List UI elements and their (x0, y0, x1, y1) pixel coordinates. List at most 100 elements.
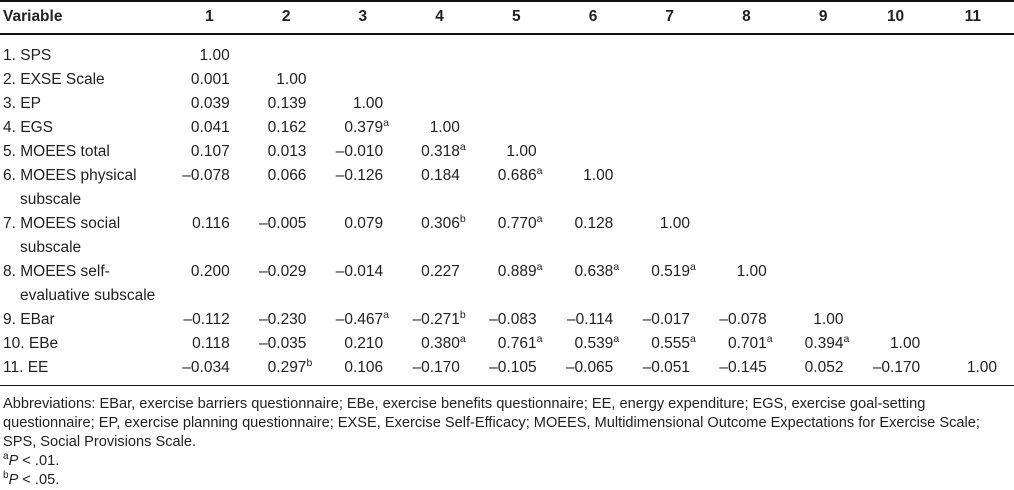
correlation-cell: –0.230 (247, 308, 324, 332)
correlation-value: 0.200 (190, 263, 230, 280)
column-header-5: 5 (476, 1, 554, 35)
correlation-cell: 1.00 (784, 308, 861, 332)
correlation-value: 0.162 (267, 119, 307, 136)
correlation-cell: 0.106 (323, 356, 401, 386)
correlation-cell (784, 116, 861, 140)
correlation-value: 0.041 (190, 119, 230, 136)
correlation-cell: 0.638a (574, 260, 620, 280)
correlation-cell: 0.052 (783, 356, 861, 386)
correlation-cell: –0.126 (323, 164, 400, 212)
table-footnotes: Abbreviations: EBar, exercise barriers q… (0, 395, 1014, 490)
correlation-cell: 0.555a (651, 332, 696, 352)
correlation-cell (323, 68, 400, 92)
table-row: 10. EBe 0.118 –0.035 0.210 0.380a 0.761a 0.539… (0, 332, 1014, 356)
correlation-cell: 0.041 (170, 116, 247, 140)
table-row: 2. EXSE Scale 0.001 1.00 (0, 68, 1014, 92)
correlation-cell (784, 140, 861, 164)
correlation-cell: 0.306b (421, 212, 466, 232)
variable-label: 8. MOEES self-evaluative subscale (0, 260, 170, 308)
correlation-cell (937, 332, 1014, 356)
correlation-cell (937, 68, 1014, 92)
correlation-cell: –0.010 (323, 140, 400, 164)
correlation-cell (860, 34, 937, 68)
correlation-value: –0.114 (567, 311, 614, 328)
correlation-value: 0.184 (421, 167, 460, 184)
correlation-cell: 0.162 (247, 116, 324, 140)
correlation-cell: 0.039 (170, 92, 247, 116)
correlation-value: 0.106 (344, 359, 384, 376)
correlation-value: 0.380 (421, 335, 460, 352)
correlation-value: 0.128 (574, 215, 614, 232)
correlation-value: –0.170 (412, 359, 460, 376)
correlation-value: –0.005 (259, 215, 307, 232)
correlation-cell: –0.078 (170, 164, 247, 212)
correlation-value: 0.686 (497, 167, 537, 184)
correlation-value: –0.271 (412, 311, 460, 328)
correlation-cell: –0.034 (170, 356, 247, 386)
correlation-value: 0.052 (804, 359, 844, 376)
variable-label: 10. EBe (3, 335, 59, 352)
correlation-cell: –0.271b (412, 308, 466, 328)
correlation-cell (630, 68, 707, 92)
correlation-value: 0.555 (651, 335, 691, 352)
correlation-cell (400, 92, 477, 116)
correlation-cell (937, 164, 1014, 212)
correlation-value: 0.227 (421, 263, 460, 280)
note-a-superscript: a (3, 451, 9, 463)
correlation-cell: 1.00 (477, 140, 554, 164)
variable-label: 4. EGS (3, 119, 53, 136)
correlation-cell (707, 140, 784, 164)
correlation-cell: 0.079 (323, 212, 400, 260)
correlation-cell: –0.467a (335, 308, 389, 328)
table-row: 7. MOEES social subscale 0.116 –0.005 0.079 0… (0, 212, 1014, 260)
correlation-cell: 0.139 (247, 92, 324, 116)
correlation-value: 1.00 (813, 311, 844, 328)
correlation-value: 0.394 (804, 335, 844, 352)
correlation-cell (707, 92, 784, 116)
correlation-value: 1.00 (736, 263, 767, 280)
correlation-value: 0.079 (344, 215, 384, 232)
correlation-cell (400, 34, 477, 68)
correlation-cell (477, 34, 554, 68)
correlation-cell: 0.770a (497, 212, 543, 232)
correlation-value: –0.105 (489, 359, 537, 376)
correlation-cell: 1.00 (170, 34, 247, 68)
correlation-value: –0.010 (335, 143, 384, 160)
correlation-cell: 1.00 (323, 92, 400, 116)
correlation-value: 1.00 (276, 71, 307, 88)
column-header-11: 11 (937, 1, 1014, 35)
correlation-value: 0.139 (267, 95, 307, 112)
correlation-cell: 0.539a (574, 332, 620, 352)
correlation-value: –0.078 (182, 167, 230, 184)
correlation-cell (860, 260, 937, 308)
correlation-value: –0.112 (183, 311, 230, 328)
correlation-value: –0.029 (259, 263, 307, 280)
correlation-value: –0.014 (335, 263, 384, 280)
correlation-cell: 0.066 (247, 164, 324, 212)
correlation-value: 0.001 (190, 71, 230, 88)
correlation-cell: 0.001 (170, 68, 247, 92)
correlation-cell (630, 116, 707, 140)
correlation-cell: 1.00 (247, 68, 324, 92)
correlation-value: 1.00 (966, 359, 997, 376)
correlation-value: –0.035 (259, 335, 307, 352)
correlation-value: –0.083 (489, 311, 537, 328)
table-row: 9. EBar –0.112 –0.230 –0.467a –0.271b –0.083 –… (0, 308, 1014, 332)
correlation-cell (554, 140, 631, 164)
correlation-value: 1.00 (659, 215, 691, 232)
correlation-cell: 0.118 (170, 332, 247, 356)
correlation-value: 0.539 (574, 335, 614, 352)
header-row: Variable 1 2 3 4 5 6 7 8 9 10 11 (0, 1, 1014, 35)
variable-label-continuation: subscale (20, 191, 82, 208)
correlation-cell (860, 116, 937, 140)
correlation-value: 1.00 (429, 119, 460, 136)
correlation-cell (707, 164, 784, 212)
correlation-value: 0.039 (190, 95, 230, 112)
correlation-cell (937, 34, 1014, 68)
correlation-cell: 1.00 (400, 116, 477, 140)
correlation-cell: –0.078 (707, 308, 784, 332)
correlation-cell: 0.227 (400, 260, 477, 308)
variable-label-continuation: evaluative subscale (20, 287, 156, 304)
note-a-p: P (8, 453, 19, 469)
